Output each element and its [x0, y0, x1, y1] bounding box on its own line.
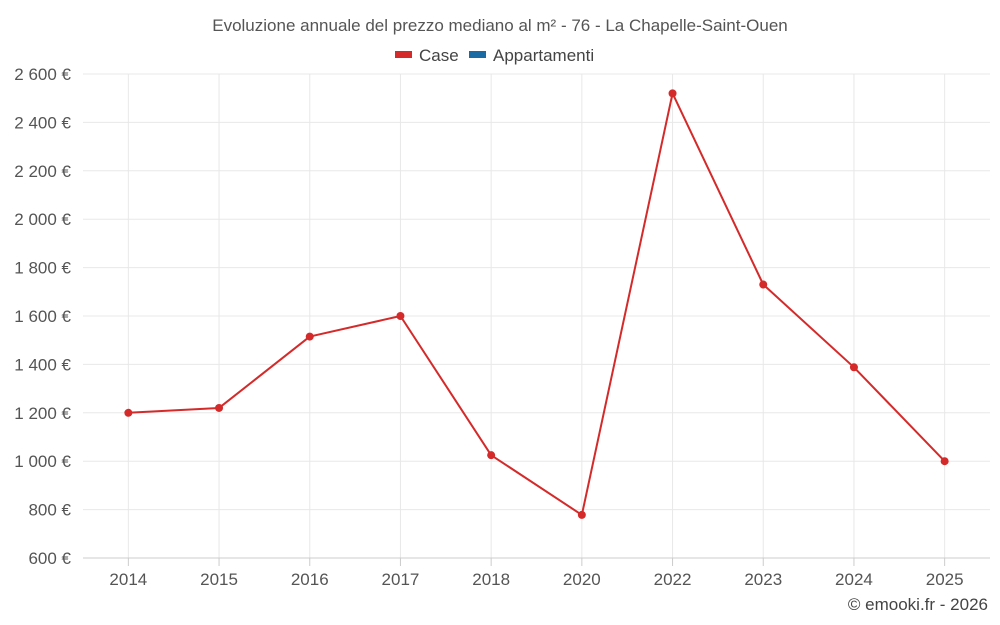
- y-tick-label: 800 €: [28, 501, 71, 520]
- legend: Case Appartamenti: [395, 46, 594, 65]
- x-tick-label: 2015: [200, 570, 238, 589]
- data-point-case[interactable]: [487, 451, 496, 460]
- x-tick-label: 2016: [291, 570, 329, 589]
- chart-title: Evoluzione annuale del prezzo mediano al…: [212, 16, 788, 35]
- data-point-case[interactable]: [305, 332, 314, 341]
- data-point-case[interactable]: [759, 280, 768, 289]
- y-tick-label: 1 000 €: [14, 452, 71, 471]
- legend-label-case: Case: [419, 46, 459, 65]
- x-tick-label: 2014: [109, 570, 147, 589]
- y-tick-label: 2 200 €: [14, 162, 71, 181]
- y-axis-labels: 600 € 800 € 1 000 € 1 200 € 1 400 € 1 600 € 1 …: [14, 65, 71, 568]
- x-tick-label: 2020: [563, 570, 601, 589]
- legend-item-case[interactable]: Case: [395, 46, 459, 65]
- y-tick-label: 1 800 €: [14, 259, 71, 278]
- x-tick-label: 2023: [744, 570, 782, 589]
- y-tick-label: 2 400 €: [14, 113, 71, 132]
- x-gridlines: [127, 74, 946, 566]
- y-tick-label: 1 400 €: [14, 355, 71, 374]
- y-tick-label: 1 600 €: [14, 307, 71, 326]
- data-point-case[interactable]: [124, 408, 133, 417]
- legend-label-appartamenti: Appartamenti: [493, 46, 594, 65]
- x-tick-label: 2022: [654, 570, 692, 589]
- x-axis-labels: 2014 2015 2016 2017 2018 2020 2022 2023 2024 2025: [109, 570, 963, 589]
- series-layer: [124, 89, 949, 519]
- x-tick-label: 2024: [835, 570, 873, 589]
- data-point-case[interactable]: [940, 457, 949, 466]
- data-point-case[interactable]: [849, 363, 858, 372]
- legend-item-appartamenti[interactable]: Appartamenti: [469, 46, 594, 65]
- data-point-case[interactable]: [668, 89, 677, 98]
- x-tick-label: 2025: [926, 570, 964, 589]
- y-tick-label: 600 €: [28, 549, 71, 568]
- credit-text: © emooki.fr - 2026: [848, 595, 988, 614]
- y-tick-label: 1 200 €: [14, 404, 71, 423]
- data-point-case[interactable]: [577, 510, 586, 519]
- y-gridlines: [83, 73, 990, 559]
- series-line-case: [128, 92, 946, 516]
- y-tick-label: 2 000 €: [14, 210, 71, 229]
- x-tick-label: 2018: [472, 570, 510, 589]
- legend-swatch-appartamenti: [469, 51, 486, 58]
- legend-swatch-case: [395, 51, 412, 58]
- data-point-case[interactable]: [396, 312, 405, 320]
- x-tick-label: 2017: [382, 570, 420, 589]
- y-tick-label: 2 600 €: [14, 65, 71, 84]
- data-point-case[interactable]: [215, 403, 224, 412]
